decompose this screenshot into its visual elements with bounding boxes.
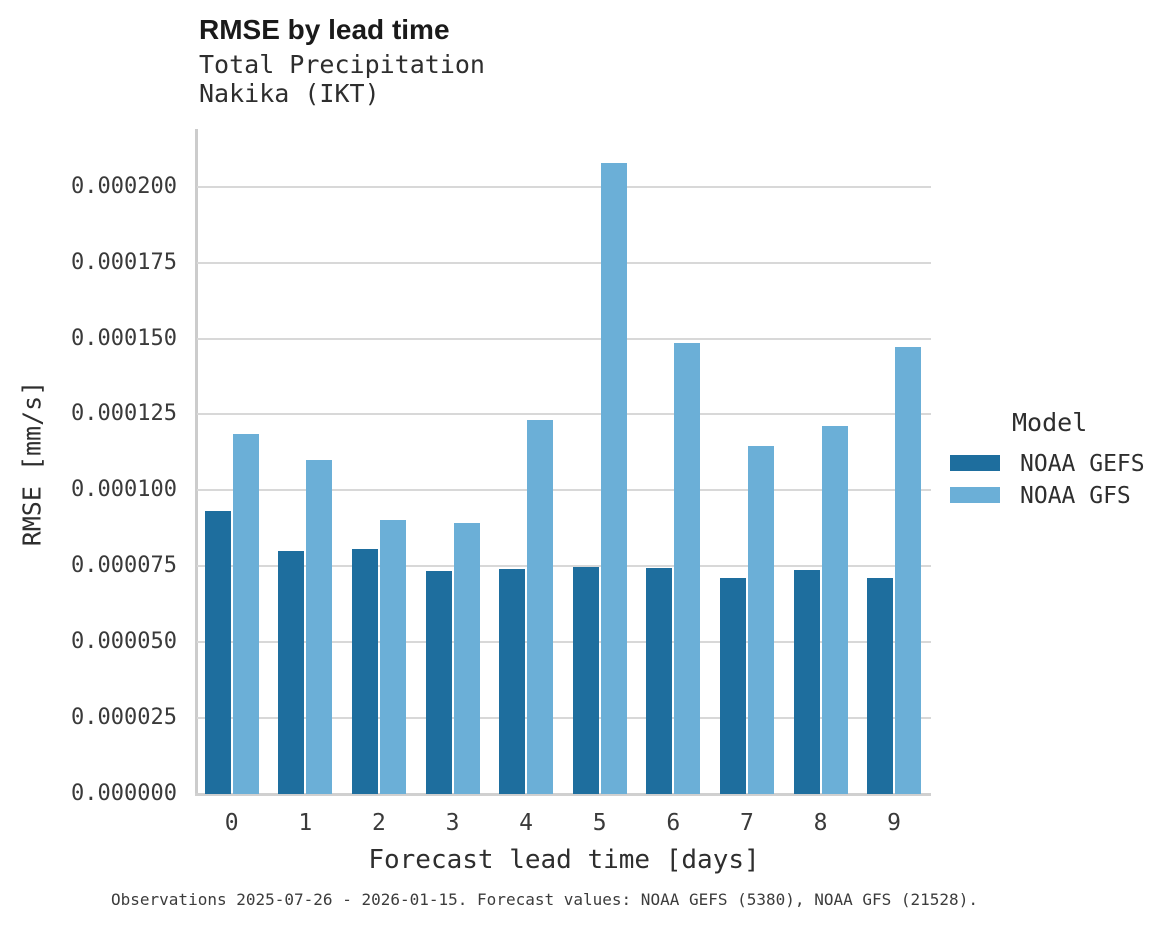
- bar-noaa-gfs-lead-9: [895, 347, 922, 794]
- legend-swatch-noaa-gfs: [950, 487, 1000, 503]
- bar-noaa-gfs-lead-2: [379, 519, 406, 794]
- bar-noaa-gfs-lead-1: [306, 459, 333, 794]
- x-tick-label: 7: [739, 810, 754, 836]
- y-tick-label: 0.000175: [71, 249, 177, 275]
- y-tick-label: 0.000100: [71, 477, 177, 503]
- bar-noaa-gfs-lead-7: [747, 446, 774, 794]
- bar-noaa-gfs-lead-8: [821, 426, 848, 794]
- gridline: [197, 565, 931, 568]
- bar-noaa-gfs-lead-0: [232, 434, 259, 794]
- bar-noaa-gefs-lead-5: [572, 567, 599, 794]
- x-tick-label: 4: [519, 810, 534, 836]
- bar-noaa-gfs-lead-6: [674, 343, 701, 794]
- bar-noaa-gefs-lead-0: [204, 510, 231, 794]
- gridline: [197, 641, 931, 644]
- bar-noaa-gfs-lead-3: [453, 522, 480, 794]
- bar-noaa-gefs-lead-1: [278, 551, 305, 794]
- bar-noaa-gefs-lead-3: [425, 570, 452, 794]
- gridline: [197, 261, 931, 264]
- x-tick-label: 0: [224, 810, 239, 836]
- bar-noaa-gefs-lead-8: [793, 570, 820, 794]
- legend-title: Model: [1012, 408, 1088, 437]
- gridline: [197, 337, 931, 340]
- legend-swatch-noaa-gefs: [950, 455, 1000, 471]
- bar-noaa-gefs-lead-4: [499, 569, 526, 794]
- x-tick-label: 5: [592, 810, 607, 836]
- bar-noaa-gefs-lead-7: [719, 577, 746, 794]
- gridline: [197, 489, 931, 492]
- y-axis-spine: [195, 129, 198, 796]
- chart-subtitle-location: Nakika (IKT): [199, 79, 380, 108]
- chart-title: RMSE by lead time: [199, 14, 450, 45]
- legend-label-noaa-gfs: NOAA GFS: [1020, 483, 1131, 509]
- y-tick-label: 0.000075: [71, 553, 177, 579]
- chart-subtitle-variable: Total Precipitation: [199, 50, 485, 79]
- y-tick-label: 0.000125: [71, 401, 177, 427]
- y-tick-label: 0.000000: [71, 781, 177, 806]
- gridline: [197, 413, 931, 416]
- bar-noaa-gefs-lead-6: [646, 568, 673, 794]
- y-tick-label: 0.000050: [71, 629, 177, 655]
- x-tick-label: 8: [813, 810, 828, 836]
- x-axis-line: [195, 793, 931, 796]
- x-tick-label: 1: [298, 810, 313, 836]
- y-tick-label: 0.000200: [71, 173, 177, 199]
- bar-noaa-gefs-lead-9: [867, 578, 894, 794]
- x-axis-title: Forecast lead time [days]: [368, 845, 760, 875]
- x-tick-label: 3: [445, 810, 460, 836]
- bar-noaa-gfs-lead-4: [527, 420, 554, 794]
- y-tick-label: 0.000025: [71, 705, 177, 731]
- footer-caption: Observations 2025-07-26 - 2026-01-15. Fo…: [111, 890, 978, 909]
- y-tick-label: 0.000150: [71, 325, 177, 351]
- legend-label-noaa-gefs: NOAA GEFS: [1020, 451, 1145, 477]
- gridline: [197, 717, 931, 720]
- plot-area: [195, 129, 931, 796]
- x-tick-label: 9: [887, 810, 902, 836]
- bar-noaa-gefs-lead-2: [351, 549, 378, 794]
- bar-noaa-gfs-lead-5: [600, 163, 627, 794]
- x-tick-label: 6: [666, 810, 681, 836]
- gridline: [197, 185, 931, 188]
- x-tick-label: 2: [371, 810, 386, 836]
